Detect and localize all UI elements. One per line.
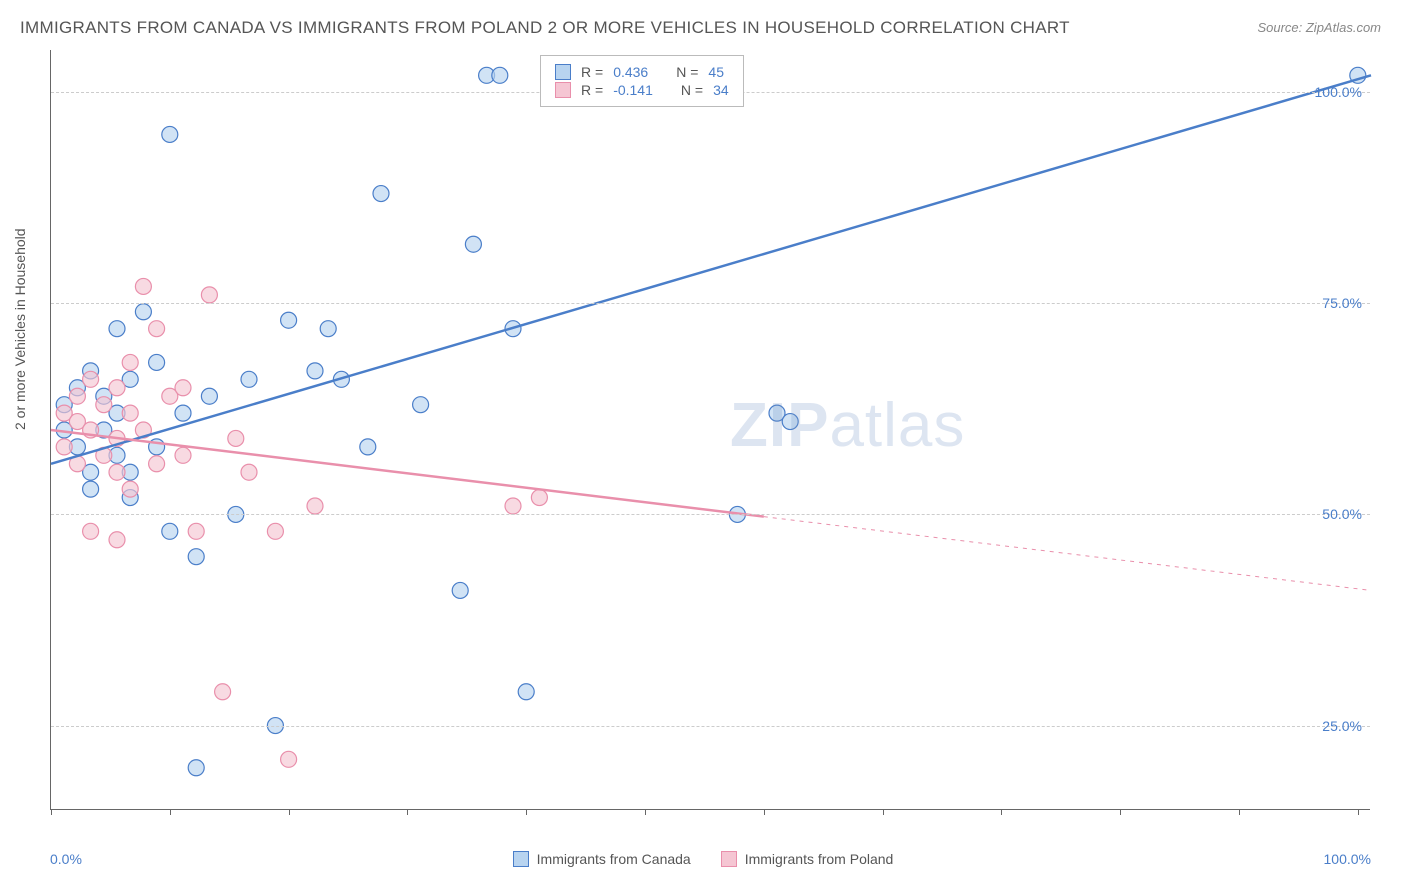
correlation-stats-box: R = 0.436 N = 45 R = -0.141 N = 34 bbox=[540, 55, 744, 107]
stats-row-poland: R = -0.141 N = 34 bbox=[555, 82, 729, 98]
swatch-poland bbox=[555, 82, 571, 98]
y-tick-label: 100.0% bbox=[1315, 84, 1362, 100]
legend-item-canada: Immigrants from Canada bbox=[513, 851, 691, 867]
n-label: N = bbox=[681, 82, 703, 98]
swatch-poland-legend bbox=[721, 851, 737, 867]
stats-row-canada: R = 0.436 N = 45 bbox=[555, 64, 729, 80]
source-credit: Source: ZipAtlas.com bbox=[1257, 20, 1381, 35]
legend-label-canada: Immigrants from Canada bbox=[537, 851, 691, 867]
y-tick-label: 75.0% bbox=[1322, 295, 1362, 311]
legend-label-poland: Immigrants from Poland bbox=[745, 851, 894, 867]
legend-item-poland: Immigrants from Poland bbox=[721, 851, 894, 867]
r-value-canada: 0.436 bbox=[613, 64, 648, 80]
r-label: R = bbox=[581, 64, 603, 80]
chart-plot-area: 25.0% 50.0% 75.0% 100.0% bbox=[50, 50, 1370, 810]
n-label: N = bbox=[676, 64, 698, 80]
r-label: R = bbox=[581, 82, 603, 98]
y-tick-label: 50.0% bbox=[1322, 506, 1362, 522]
y-axis-label: 2 or more Vehicles in Household bbox=[12, 228, 28, 430]
scatter-plot-svg bbox=[51, 50, 1370, 809]
n-value-canada: 45 bbox=[708, 64, 724, 80]
chart-title: IMMIGRANTS FROM CANADA VS IMMIGRANTS FRO… bbox=[20, 18, 1070, 38]
series-legend: Immigrants from Canada Immigrants from P… bbox=[0, 851, 1406, 867]
n-value-poland: 34 bbox=[713, 82, 729, 98]
r-value-poland: -0.141 bbox=[613, 82, 653, 98]
swatch-canada bbox=[555, 64, 571, 80]
swatch-canada-legend bbox=[513, 851, 529, 867]
y-tick-label: 25.0% bbox=[1322, 718, 1362, 734]
